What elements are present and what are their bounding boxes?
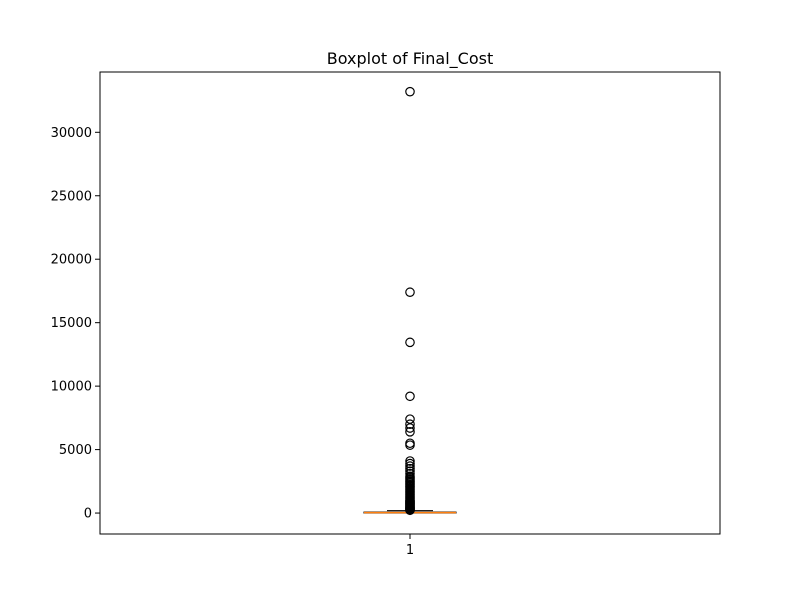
outlier-point	[405, 458, 415, 469]
outlier-point	[405, 440, 415, 450]
outlier-point	[405, 287, 415, 298]
y-tick-label: 0	[84, 507, 92, 522]
y-tick-label: 15000	[51, 316, 92, 331]
y-tick-label: 30000	[51, 126, 92, 141]
outlier-point	[405, 461, 415, 471]
outlier-point	[405, 337, 415, 348]
x-axis: 1	[406, 534, 414, 558]
y-tick-label: 5000	[59, 443, 92, 458]
outlier-point	[405, 419, 415, 430]
outlier-point	[405, 391, 415, 402]
outlier-point	[405, 423, 415, 433]
y-axis: 0 5000 10000 15000 20000 25000 30000	[51, 126, 100, 522]
chart-title: Boxplot of Final_Cost	[327, 49, 493, 69]
y-tick-label: 25000	[51, 189, 92, 204]
x-tick-label: 1	[406, 543, 414, 558]
outlier-group	[405, 86, 415, 516]
outlier-point	[405, 86, 415, 97]
y-tick-label: 10000	[51, 380, 92, 395]
outlier-point	[405, 456, 415, 466]
y-tick-label: 20000	[51, 253, 92, 268]
outlier-point	[405, 438, 415, 449]
outlier-point	[405, 427, 415, 437]
outlier-point	[405, 505, 415, 516]
